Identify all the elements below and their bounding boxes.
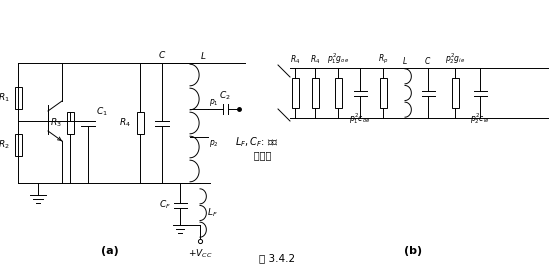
Bar: [136, 112, 143, 134]
Text: $C$: $C$: [158, 49, 166, 60]
Text: $R_4$: $R_4$: [119, 117, 131, 129]
Text: $C_2$: $C_2$: [219, 89, 231, 102]
Text: $C_F$: $C_F$: [159, 199, 171, 211]
Bar: [291, 78, 299, 108]
Text: $R_p$: $R_p$: [378, 53, 388, 66]
Bar: [311, 78, 319, 108]
Text: $p_1$: $p_1$: [209, 97, 219, 108]
Text: $p_2^2g_{ie}$: $p_2^2g_{ie}$: [445, 51, 465, 66]
Text: $C_1$: $C_1$: [96, 105, 108, 118]
Text: $L$: $L$: [200, 50, 207, 61]
Text: $L_F, C_F$: 低通
      滤波器: $L_F, C_F$: 低通 滤波器: [235, 135, 279, 161]
Text: $L_F$: $L_F$: [207, 207, 218, 219]
Bar: [452, 78, 459, 108]
Text: $p_1^2c_{oe}$: $p_1^2c_{oe}$: [349, 111, 371, 126]
Text: $R_2$: $R_2$: [0, 139, 10, 151]
Text: $p_2$: $p_2$: [209, 138, 219, 149]
Bar: [379, 78, 387, 108]
Text: $p_2^2c_{ie}$: $p_2^2c_{ie}$: [470, 111, 490, 126]
Text: $C$: $C$: [424, 55, 432, 66]
Text: $R_4$: $R_4$: [310, 54, 320, 66]
Bar: [14, 87, 22, 109]
Bar: [335, 78, 341, 108]
Text: $L$: $L$: [402, 55, 408, 66]
Text: $+V_{CC}$: $+V_{CC}$: [188, 247, 212, 260]
Bar: [14, 134, 22, 156]
Text: (b): (b): [404, 246, 422, 256]
Bar: [66, 112, 74, 134]
Text: 图 3.4.2: 图 3.4.2: [259, 253, 295, 263]
Text: $p_1^2g_{oe}$: $p_1^2g_{oe}$: [327, 51, 349, 66]
Text: $R_1$: $R_1$: [0, 92, 10, 104]
Text: $R_3$: $R_3$: [50, 117, 62, 129]
Text: $R_4$: $R_4$: [290, 54, 300, 66]
Text: (a): (a): [101, 246, 119, 256]
